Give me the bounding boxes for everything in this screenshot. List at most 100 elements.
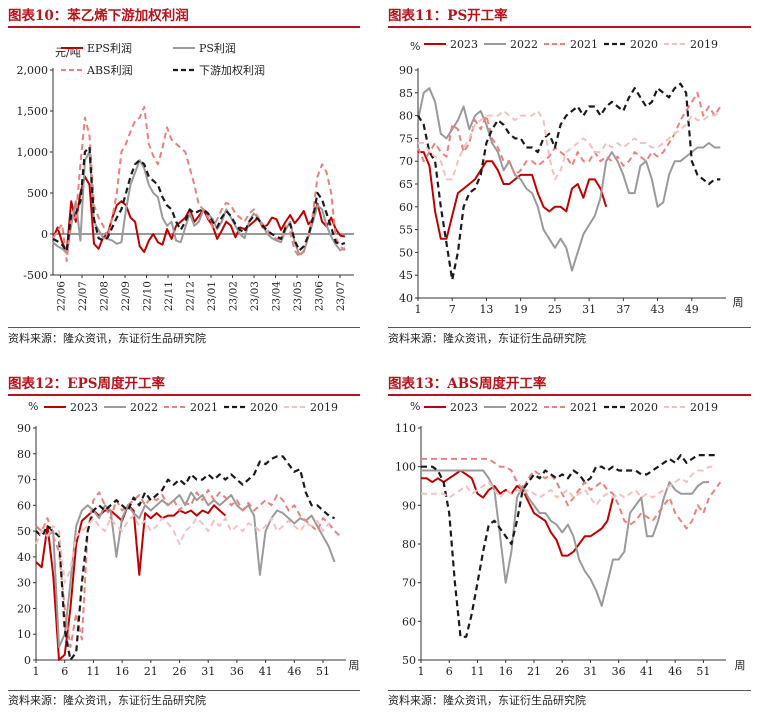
y-tick-label: 90 [402, 499, 416, 512]
x-tick-label: 46 [287, 665, 301, 678]
legend-label: 2020 [630, 38, 658, 51]
y-axis-label: % [410, 400, 420, 413]
y-tick-label: 80 [17, 448, 31, 461]
title-rule [388, 26, 751, 28]
series-line-eps [52, 175, 346, 253]
x-axis-label: 周 [735, 659, 746, 672]
y-tick-label: 10 [17, 628, 31, 641]
legend-label: 2022 [510, 401, 538, 414]
series-line-2023 [421, 469, 614, 557]
y-tick-label: 90 [17, 422, 31, 435]
x-tick-label: 25 [548, 303, 562, 316]
series-line-2022 [417, 87, 721, 272]
title-rule [8, 26, 360, 28]
legend-label: 2023 [450, 38, 478, 51]
y-tick-label: 110 [395, 422, 416, 435]
x-tick-label: 41 [640, 665, 654, 678]
y-tick-label: 20 [17, 602, 31, 615]
x-tick-label: 36 [230, 665, 244, 678]
x-tick-label: 31 [583, 665, 597, 678]
legend-label: 2021 [570, 38, 598, 51]
source-note: 资料来源：隆众资讯，东证衍生品研究院 [388, 332, 586, 345]
x-tick-label: 23/05 [292, 281, 304, 311]
series-line-2021 [417, 91, 722, 176]
y-tick-label: 30 [17, 577, 31, 590]
x-tick-label: 1 [418, 665, 425, 678]
series-line-2019 [35, 514, 335, 584]
source-note: 资料来源：隆众资讯，东证衍生品研究院 [388, 694, 586, 707]
title-rule [8, 394, 360, 396]
y-tick-label: 70 [402, 577, 416, 590]
legend-label: 2019 [690, 38, 718, 51]
y-tick-label: 0 [41, 228, 48, 241]
chart-panel-weighted-profit: 图表10：苯乙烯下游加权利润 -500 0 500 1,000 1,500 2,000 22… [8, 4, 360, 346]
x-tick-label: 22/09 [120, 281, 132, 311]
y-tick-label: 80 [402, 538, 416, 551]
chart-title: 图表13：ABS周度开工率 [388, 376, 547, 392]
x-tick-label: 6 [61, 665, 68, 678]
y-tick-label: -500 [23, 269, 48, 282]
y-tick-label: 80 [399, 110, 413, 123]
x-tick-label: 31 [201, 665, 215, 678]
x-tick-label: 37 [616, 303, 630, 316]
x-tick-label: 21 [527, 665, 541, 678]
source-rule [388, 327, 751, 328]
y-tick-label: 1,000 [17, 146, 49, 159]
x-tick-label: 22/11 [163, 281, 175, 311]
series-line-2019 [418, 110, 721, 181]
y-axis-label: % [28, 400, 38, 413]
y-tick-label: 1,500 [17, 105, 49, 118]
x-tick-label: 41 [259, 665, 273, 678]
chart-ps-rate: 40 45 50 55 60 65 70 75 80 85 90 1 7 13 19 25 31 37 43 49% 周… [399, 38, 744, 316]
x-tick-label: 22/06 [56, 281, 68, 312]
legend-label: 2021 [190, 401, 218, 414]
legend-label: 2019 [690, 401, 718, 414]
legend-label: 下游加权利润 [199, 63, 265, 77]
x-tick-label: 23/03 [249, 281, 261, 311]
series-line-2020 [421, 454, 715, 638]
y-tick-label: 60 [399, 201, 413, 214]
legend-label: 2020 [250, 401, 278, 414]
series-line-2020 [417, 82, 721, 281]
x-tick-label: 49 [685, 303, 699, 316]
x-tick-label: 7 [449, 303, 456, 316]
x-tick-label: 21 [144, 665, 158, 678]
y-tick-label: 40 [399, 292, 413, 305]
legend-label: 2019 [310, 401, 338, 414]
y-tick-label: 70 [17, 474, 31, 487]
x-axis-label: 周 [733, 296, 744, 309]
x-tick-label: 11 [470, 665, 484, 678]
chart-title: 图表10：苯乙烯下游加权利润 [8, 8, 189, 24]
chart-title: 图表12：EPS周度开工率 [8, 376, 165, 392]
source-rule [388, 690, 751, 691]
series-line-2020 [35, 455, 335, 662]
y-tick-label: 55 [399, 224, 413, 237]
source-rule [8, 690, 360, 691]
x-tick-label: 26 [555, 665, 569, 678]
chart-weighted-profit: -500 0 500 1,000 1,500 2,000 22/06 22/07 22/08 22… [17, 41, 354, 312]
legend-label: 2023 [70, 401, 98, 414]
legend-label: 2023 [450, 401, 478, 414]
source-note: 资料来源：隆众资讯，东证衍生品研究院 [8, 332, 206, 345]
x-tick-label: 22/07 [77, 281, 89, 311]
y-tick-label: 45 [399, 269, 413, 282]
x-tick-label: 26 [173, 665, 187, 678]
y-tick-label: 65 [399, 178, 413, 191]
legend-label: EPS利润 [87, 41, 132, 55]
y-tick-label: 70 [399, 155, 413, 168]
series-line-series [52, 146, 346, 253]
x-tick-label: 46 [668, 665, 682, 678]
legend-label: ABS利润 [86, 63, 133, 77]
x-tick-label: 23/01 [206, 281, 218, 311]
x-tick-label: 13 [479, 303, 493, 316]
y-tick-label: 75 [399, 132, 413, 145]
x-tick-label: 36 [612, 665, 626, 678]
x-tick-label: 51 [316, 665, 330, 678]
x-tick-label: 11 [86, 665, 100, 678]
chart-panel-ps-rate: 图表11：PS开工率 40 45 50 55 60 65 70 75 80 85 90 1 7 13 19 2… [388, 4, 751, 346]
series-line-2023 [418, 151, 608, 240]
x-tick-label: 1 [415, 303, 422, 316]
legend-label: 2022 [130, 401, 158, 414]
